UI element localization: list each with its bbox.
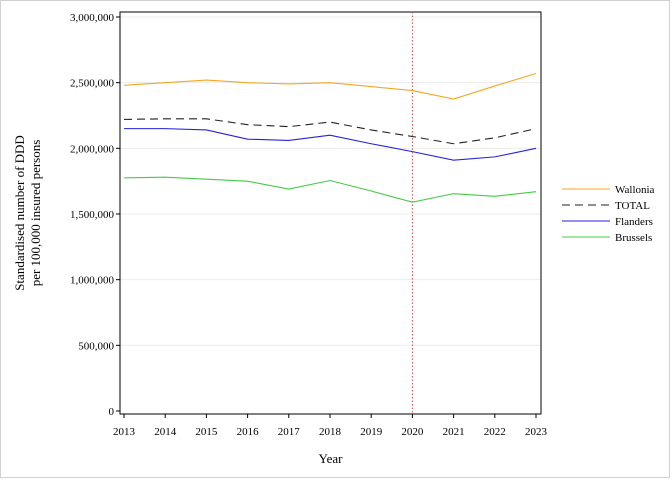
x-tick-label: 2015 [195,426,218,438]
x-tick-label: 2014 [154,426,177,438]
y-tick-label: 3,000,000 [70,12,115,24]
x-axis: 2013 2014 2015 2016 2017 2018 2019 2020 2021 2022… [113,414,548,438]
y-tick-label: 0 [109,406,115,418]
series-lines [123,72,537,203]
x-tick-label: 2016 [237,426,260,438]
series-line-flanders [124,128,537,161]
x-axis-title: Year [319,451,344,466]
y-tick-label: 1,000,000 [70,275,115,287]
x-tick-label: 2018 [319,426,342,438]
legend-label-total: TOTAL [615,200,650,212]
gridlines [120,16,541,346]
x-tick-label: 2020 [401,426,424,438]
legend-label-wallonia: Wallonia [615,184,655,196]
x-tick-label: 2022 [484,426,506,438]
x-tick-label: 2021 [443,426,465,438]
y-tick-label: 500,000 [78,340,114,352]
legend-label-brussels: Brussels [615,232,652,244]
y-tick-label: 2,000,000 [70,143,115,155]
series-line-brussels [123,176,537,203]
plot-area [119,11,542,415]
x-tick-label: 2023 [525,426,548,438]
x-tick-label: 2013 [113,426,136,438]
x-tick-label: 2017 [278,426,301,438]
y-axis-title-line2: per 100,000 insured persons [28,140,43,287]
y-axis: 0 500,000 1,000,000 1,500,000 2,000,000 2,500… [70,12,120,418]
series-line-total [123,118,537,145]
x-tick-label: 2019 [360,426,383,438]
legend: Wallonia TOTAL Flanders Brussels [562,184,655,244]
legend-label-flanders: Flanders [615,216,653,228]
y-tick-label: 1,500,000 [70,209,115,221]
y-axis-title-line1: Standardised number of DDD [12,135,27,291]
series-line-wallonia [123,72,537,100]
y-tick-label: 2,500,000 [70,78,115,90]
